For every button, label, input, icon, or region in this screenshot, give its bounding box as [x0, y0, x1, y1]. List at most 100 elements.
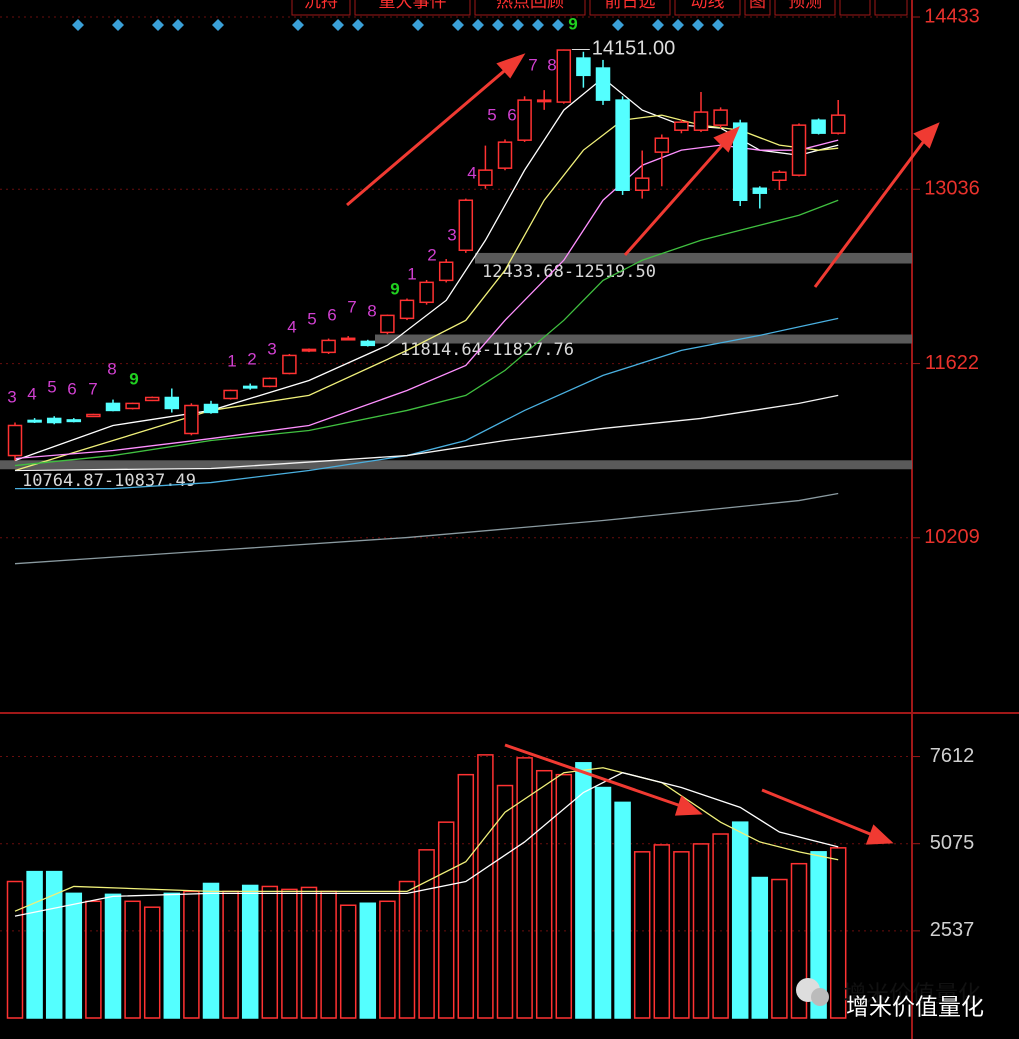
moving-average — [14, 394, 839, 472]
td-count: 7 — [88, 379, 97, 398]
event-marker — [292, 19, 304, 31]
moving-average — [15, 317, 839, 490]
tab — [674, 0, 741, 16]
volume-bar — [85, 900, 102, 1019]
candle-body — [732, 122, 748, 201]
volume-bar — [300, 886, 318, 1019]
moving-average — [14, 767, 839, 912]
candle-body — [576, 57, 591, 77]
arrows — [346, 53, 940, 845]
event-marker — [412, 19, 424, 31]
tab-label: 前日选 — [605, 0, 656, 12]
td-count: 2 — [427, 245, 436, 264]
volume-bar — [143, 906, 161, 1019]
arrow-head — [496, 53, 526, 79]
volume-bar — [516, 757, 533, 1019]
moving-average — [14, 114, 839, 472]
candle-body — [615, 99, 630, 191]
volume-bar — [241, 884, 259, 1019]
event-marker — [492, 19, 504, 31]
td-count: 9 — [390, 279, 399, 298]
tab — [474, 0, 586, 16]
candle-body — [282, 354, 297, 375]
candle-body — [360, 340, 376, 347]
candle-body — [438, 261, 454, 282]
volume-bar — [418, 849, 435, 1019]
td-count: 4 — [287, 317, 296, 336]
y-tick-label: 7612 — [930, 745, 975, 767]
candle-body — [7, 424, 23, 457]
arrow — [346, 64, 511, 207]
candle-body — [674, 121, 689, 131]
candle-body — [144, 396, 160, 402]
candle-body — [380, 314, 395, 334]
tab-label: 动线 — [691, 0, 725, 12]
toolbar: 沉持 重大事件 热点回顾 前日选 动线 图 预测 — [291, 0, 908, 16]
volume-bar — [633, 851, 651, 1019]
candle-body — [654, 137, 670, 153]
price-zone — [475, 252, 912, 264]
td-count: 3 — [267, 339, 276, 358]
volume-bar — [281, 888, 298, 1019]
candle-body — [713, 109, 728, 126]
tab — [354, 0, 471, 16]
volume-bar — [359, 902, 377, 1019]
arrow — [813, 136, 929, 288]
candle-body — [595, 67, 611, 101]
tab-label: 热点回顾 — [496, 0, 564, 12]
event-marker — [652, 19, 664, 31]
candle-body — [301, 348, 317, 352]
arrow — [761, 788, 876, 838]
volume-bar — [653, 844, 671, 1019]
volume-bar — [751, 876, 769, 1019]
volume-bar — [437, 821, 455, 1019]
td-count: 8 — [547, 55, 556, 74]
tab-label: 重大事件 — [379, 0, 447, 12]
y-tick-label: 13036 — [924, 178, 980, 200]
candle-body — [164, 396, 180, 410]
volume-bar — [65, 892, 83, 1019]
candle-body — [399, 299, 415, 320]
candle-body — [634, 177, 650, 191]
volume-bar — [594, 786, 612, 1019]
event-marker — [712, 19, 724, 31]
volume-bar — [183, 890, 200, 1019]
td-count: 3 — [7, 387, 16, 406]
max-label: 14151.00 — [592, 38, 675, 60]
event-marker — [612, 19, 624, 31]
volume-bar — [104, 893, 122, 1019]
candle-body — [811, 119, 826, 134]
candle-body — [478, 169, 493, 186]
wechat-icon — [811, 988, 829, 1006]
volume-bar — [163, 892, 181, 1019]
candle-body — [536, 99, 552, 103]
arrow-head — [913, 122, 940, 149]
td-count: 7 — [528, 55, 537, 74]
event-marker — [512, 19, 524, 31]
candle-body — [321, 339, 336, 354]
y-tick-label: 14433 — [924, 5, 980, 27]
td-count: 1 — [407, 264, 416, 283]
volume-bar — [45, 870, 63, 1019]
volume-bar — [6, 880, 24, 1019]
td-count: 4 — [467, 163, 476, 182]
volume-bar — [810, 851, 827, 1019]
event-marker — [532, 19, 544, 31]
td-count: 8 — [367, 301, 376, 320]
event-marker — [552, 19, 564, 31]
event-marker — [72, 19, 84, 31]
moving-average — [14, 492, 839, 565]
price-zone — [0, 460, 912, 470]
candle-body — [125, 402, 140, 410]
event-marker — [172, 19, 184, 31]
volume-bar — [555, 773, 573, 1019]
volume-bar — [692, 843, 710, 1019]
volume-bar — [202, 882, 220, 1019]
volume-bar — [535, 769, 553, 1019]
arrow-head — [713, 126, 740, 153]
arrow — [623, 139, 729, 256]
td-count: 8 — [107, 359, 116, 378]
candle-body — [223, 389, 238, 400]
